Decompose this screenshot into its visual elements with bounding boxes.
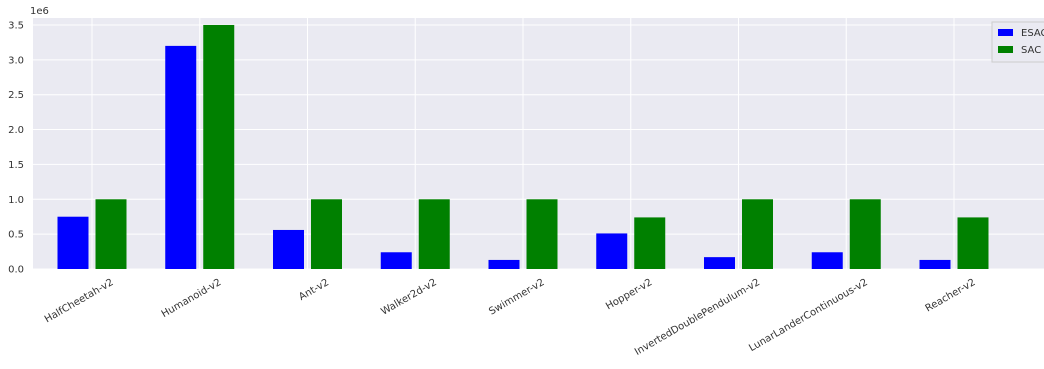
legend-swatch-esac xyxy=(998,29,1013,36)
bar-esac-walker2d-v2 xyxy=(380,252,412,269)
bars xyxy=(57,24,989,270)
y-tick-label: 3.0 xyxy=(8,55,24,66)
y-tick-label: 2.5 xyxy=(8,90,24,101)
y-tick-label: 1.0 xyxy=(8,195,24,206)
bar-esac-swimmer-v2 xyxy=(488,259,520,269)
bar-esac-lunarlandercontinuous-v2 xyxy=(811,252,843,269)
bar-sac-halfcheetah-v2 xyxy=(95,199,127,269)
x-tick-label: Walker2d-v2 xyxy=(379,277,438,318)
bar-sac-lunarlandercontinuous-v2 xyxy=(849,199,881,269)
y-tick-label: 1.5 xyxy=(8,160,24,171)
bar-esac-humanoid-v2 xyxy=(165,45,197,270)
bar-sac-swimmer-v2 xyxy=(526,199,558,269)
y-tick-label: 0.0 xyxy=(8,265,24,276)
y-tick-label: 2.0 xyxy=(8,125,24,136)
bar-esac-ant-v2 xyxy=(273,229,304,269)
x-axis-ticks: HalfCheetah-v2 Humanoid-v2 Ant-v2 Walker2d-… xyxy=(43,277,978,358)
bar-sac-ant-v2 xyxy=(311,199,342,269)
bar-sac-hopper-v2 xyxy=(634,217,666,269)
legend: ESAC SAC xyxy=(991,21,1044,63)
bar-sac-inverteddoublependulum-v2 xyxy=(742,199,773,269)
legend-label-sac: SAC xyxy=(1021,45,1041,56)
x-tick-label: HalfCheetah-v2 xyxy=(43,277,116,325)
y-axis-multiplier: 1e6 xyxy=(30,6,49,17)
legend-box xyxy=(991,21,1044,63)
x-tick-label: Hopper-v2 xyxy=(604,277,654,312)
bar-esac-reacher-v2 xyxy=(919,259,951,269)
bar-sac-walker2d-v2 xyxy=(418,199,450,269)
y-tick-label: 0.5 xyxy=(8,230,24,241)
y-tick-label: 3.5 xyxy=(8,20,24,31)
bar-esac-inverteddoublependulum-v2 xyxy=(704,257,735,269)
bar-esac-hopper-v2 xyxy=(596,233,628,269)
y-axis-ticks: 0.0 0.5 1.0 1.5 2.0 2.5 3.0 3.5 xyxy=(8,20,24,275)
bar-esac-halfcheetah-v2 xyxy=(57,216,89,269)
x-tick-label: Reacher-v2 xyxy=(924,277,978,314)
legend-swatch-sac xyxy=(998,46,1013,53)
x-tick-label: Ant-v2 xyxy=(297,277,331,303)
x-tick-label: Humanoid-v2 xyxy=(160,277,223,320)
x-tick-label: InvertedDoublePendulum-v2 xyxy=(633,277,762,358)
bar-sac-humanoid-v2 xyxy=(203,24,235,269)
x-tick-label: Swimmer-v2 xyxy=(487,277,546,318)
legend-label-esac: ESAC xyxy=(1021,28,1044,39)
x-tick-label: LunarLanderContinuous-v2 xyxy=(747,277,869,354)
bar-sac-reacher-v2 xyxy=(957,217,989,269)
